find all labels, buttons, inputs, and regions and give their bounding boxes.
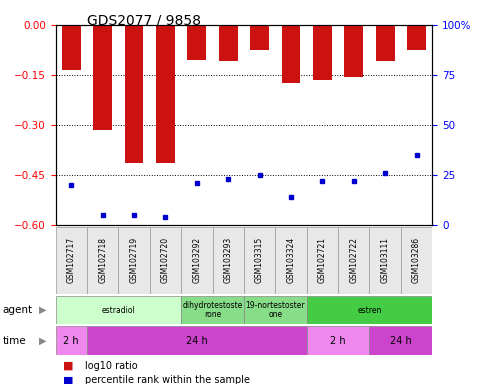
Bar [93,25,112,130]
Text: ▶: ▶ [39,336,46,346]
Text: ■: ■ [63,361,73,371]
Text: GSM102718: GSM102718 [98,237,107,283]
Text: estren: estren [357,306,382,314]
Bar [401,227,432,294]
Text: time: time [2,336,26,346]
Bar [87,326,307,355]
Bar [307,296,432,324]
Bar [282,25,300,83]
Text: 24 h: 24 h [390,336,412,346]
Bar [150,227,181,294]
Bar [244,227,275,294]
Text: GSM102717: GSM102717 [67,237,76,283]
Text: dihydrotestoste
rone: dihydrotestoste rone [183,301,242,319]
Text: 2 h: 2 h [63,336,79,346]
Bar [407,25,426,50]
Bar [156,25,175,163]
Bar [369,326,432,355]
Bar [56,296,181,324]
Text: GSM102720: GSM102720 [161,237,170,283]
Text: percentile rank within the sample: percentile rank within the sample [85,375,250,384]
Text: ■: ■ [63,375,73,384]
Bar [56,227,87,294]
Text: GSM102722: GSM102722 [349,237,358,283]
Bar [181,227,213,294]
Bar [118,227,150,294]
Bar [313,25,332,80]
Text: log10 ratio: log10 ratio [85,361,137,371]
Bar [213,227,244,294]
Text: GSM103111: GSM103111 [381,237,390,283]
Text: ▶: ▶ [39,305,46,315]
Text: agent: agent [2,305,32,315]
Bar [56,326,87,355]
Text: GSM102721: GSM102721 [318,237,327,283]
Bar [244,296,307,324]
Text: GSM103292: GSM103292 [192,237,201,283]
Bar [369,227,401,294]
Bar [307,227,338,294]
Bar [344,25,363,76]
Text: 24 h: 24 h [186,336,208,346]
Text: estradiol: estradiol [101,306,135,314]
Bar [250,25,269,50]
Text: GSM102719: GSM102719 [129,237,139,283]
Bar [62,25,81,70]
Bar [219,25,238,61]
Text: GSM103315: GSM103315 [255,237,264,283]
Text: GSM103293: GSM103293 [224,237,233,283]
Text: GSM103286: GSM103286 [412,237,421,283]
Bar [338,227,369,294]
Bar [181,296,244,324]
Text: GDS2077 / 9858: GDS2077 / 9858 [87,13,201,27]
Bar [125,25,143,163]
Text: 2 h: 2 h [330,336,346,346]
Bar [307,326,369,355]
Text: GSM103324: GSM103324 [286,237,296,283]
Text: 19-nortestoster
one: 19-nortestoster one [245,301,305,319]
Bar [275,227,307,294]
Bar [87,227,118,294]
Bar [187,25,206,60]
Bar [376,25,395,61]
